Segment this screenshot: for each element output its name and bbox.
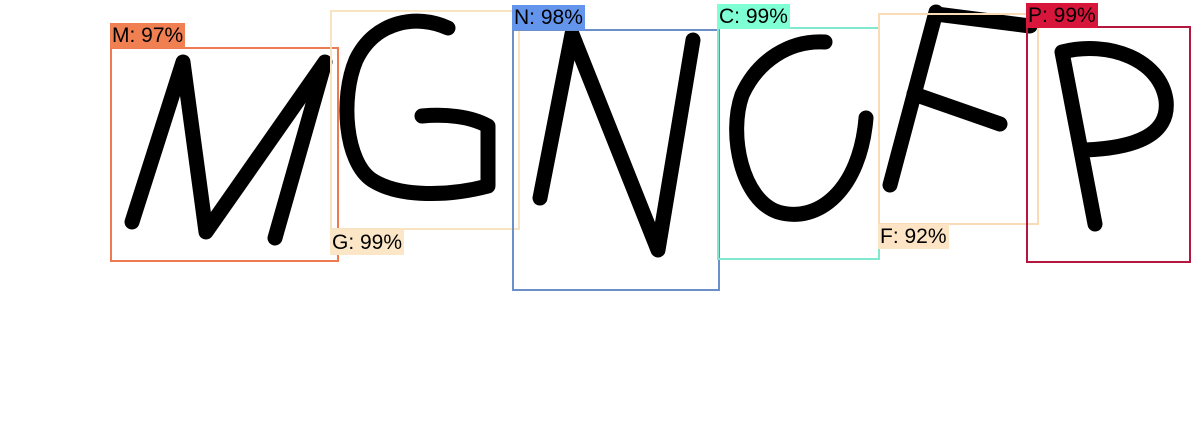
detection-label-p: P: 99% xyxy=(1026,3,1098,28)
detection-box-n xyxy=(512,29,720,291)
detection-label-g: G: 99% xyxy=(330,230,405,255)
glyph-c xyxy=(729,34,874,222)
glyph-f-top xyxy=(928,6,1038,34)
detection-box-f xyxy=(878,13,1039,225)
detection-box-g xyxy=(330,10,520,230)
detection-box-m xyxy=(110,47,339,262)
glyph-m xyxy=(124,54,333,246)
glyph-f-middle xyxy=(906,86,1008,132)
detection-label-n: N: 98% xyxy=(512,5,585,30)
detection-label-m: M: 97% xyxy=(110,23,186,48)
glyph-n xyxy=(532,26,701,258)
detection-label-f: F: 92% xyxy=(878,224,949,249)
glyph-g xyxy=(339,13,496,201)
detection-box-c xyxy=(717,27,880,260)
detection-box-p xyxy=(1026,26,1191,263)
glyph-p xyxy=(1054,41,1174,232)
detection-label-c: C: 99% xyxy=(717,4,790,29)
